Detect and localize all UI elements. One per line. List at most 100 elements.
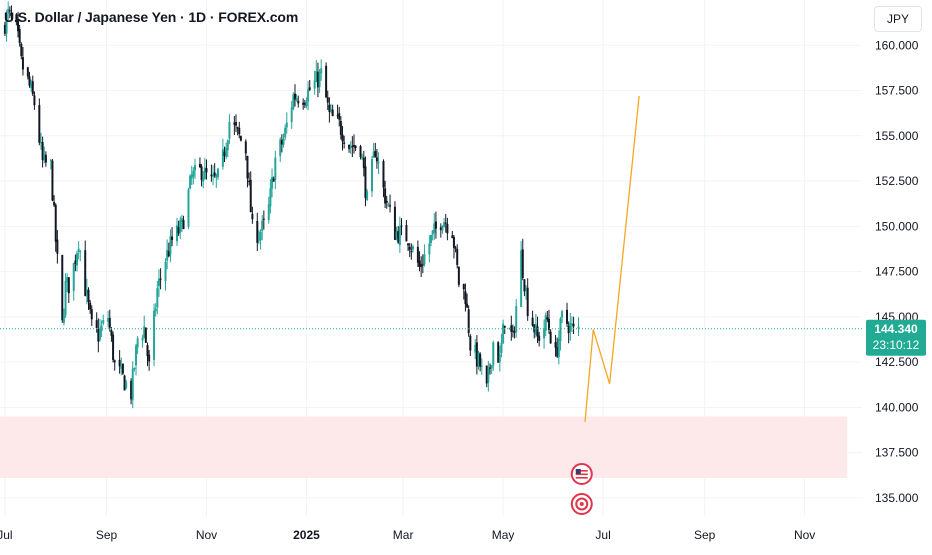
x-tick-label: May: [492, 528, 515, 542]
candle-up: [64, 280, 67, 316]
candle-down: [3, 24, 6, 34]
candle-down: [144, 327, 147, 343]
candle-down: [146, 345, 149, 357]
candle-up: [544, 315, 547, 331]
candle-up: [136, 338, 139, 348]
candle-up: [39, 142, 42, 144]
candle-up: [411, 246, 414, 250]
x-tick-label: 2025: [293, 528, 320, 542]
candle-down: [510, 325, 513, 332]
candle-down: [385, 200, 388, 203]
candle-down: [536, 326, 539, 337]
candle-up: [228, 122, 231, 139]
candle-down: [451, 235, 454, 238]
candle-down: [485, 365, 488, 384]
candle-down: [108, 317, 111, 328]
candle-up: [120, 365, 123, 369]
candle-up: [76, 253, 79, 266]
candle-up: [180, 218, 183, 223]
price-badge: 144.340 23:10:12: [866, 319, 926, 356]
candle-down: [236, 127, 239, 129]
candle-up: [477, 352, 480, 366]
candle-up: [189, 175, 192, 189]
candle-down: [246, 155, 249, 179]
symbol-title[interactable]: U.S. Dollar / Japanese Yen · 1D · FOREX.…: [4, 9, 299, 25]
candle-down: [444, 222, 447, 224]
candle-up: [395, 231, 398, 239]
candle-up: [430, 234, 432, 243]
candle-down: [466, 303, 469, 308]
candle-down: [407, 243, 410, 246]
candle-up: [267, 204, 270, 221]
candle-down: [523, 279, 526, 292]
candle-down: [549, 331, 552, 344]
candles: [3, 1, 580, 409]
candle-down: [213, 172, 216, 176]
y-tick-label: 150.000: [875, 219, 919, 233]
candle-up: [190, 174, 193, 179]
candle-up: [443, 222, 446, 228]
candle-up: [259, 231, 262, 241]
candle-down: [547, 319, 550, 330]
candle-up: [318, 71, 321, 88]
candle-up: [433, 223, 436, 233]
candle-down: [469, 335, 472, 351]
candle-up: [577, 326, 580, 329]
candle-up: [543, 328, 546, 339]
candle-up: [349, 146, 352, 149]
candle-up: [192, 170, 195, 177]
candle-up: [313, 80, 316, 89]
candle-down: [467, 309, 470, 334]
candle-down: [95, 320, 98, 329]
candle-up: [66, 277, 69, 283]
candle-down: [233, 122, 236, 125]
candle-up: [43, 154, 46, 161]
price-axis: 160.000 157.500 155.000 152.500 150.000 147.5…: [875, 38, 919, 505]
y-tick-label: 155.000: [875, 129, 919, 143]
candle-down: [359, 146, 362, 157]
candle-down: [416, 246, 419, 263]
candle-down: [446, 224, 449, 234]
candle-up: [153, 310, 156, 360]
candle-down: [123, 375, 126, 391]
y-tick-label: 135.000: [875, 491, 919, 505]
candle-up: [261, 220, 264, 231]
time-axis: Jul Sep Nov 2025 Mar May Jul Sep Nov: [0, 528, 815, 542]
us-flag-icon-canton: [575, 469, 581, 474]
candle-down: [262, 218, 265, 220]
candle-down: [348, 145, 351, 149]
candle-down: [303, 102, 306, 105]
candle-up: [490, 364, 493, 369]
candle-down: [546, 317, 549, 320]
candle-down: [121, 363, 124, 374]
candle-up: [361, 156, 364, 159]
candle-down: [177, 227, 180, 234]
x-tick-label: Mar: [393, 528, 414, 542]
candle-down: [74, 260, 77, 264]
candle-down: [511, 330, 514, 332]
candle-down: [308, 87, 311, 90]
candle-up: [212, 174, 215, 177]
candle-down: [205, 168, 208, 173]
candle-down: [336, 115, 339, 117]
candle-down: [26, 67, 29, 77]
candle-up: [372, 151, 375, 158]
candle-down: [20, 43, 23, 57]
candle-down: [38, 105, 41, 143]
currency-button[interactable]: JPY: [874, 6, 922, 32]
candle-down: [326, 97, 329, 103]
candle-down: [15, 14, 18, 20]
candle-up: [7, 8, 10, 14]
candle-up: [330, 109, 333, 111]
candle-down: [567, 326, 570, 334]
candle-up: [570, 323, 573, 325]
candle-down: [297, 100, 300, 104]
candle-down: [130, 380, 133, 400]
candle-down: [302, 102, 305, 105]
candle-up: [398, 226, 401, 246]
candle-up: [187, 189, 190, 227]
x-tick-label: Nov: [196, 528, 217, 542]
target-icon-inner: [575, 497, 589, 511]
